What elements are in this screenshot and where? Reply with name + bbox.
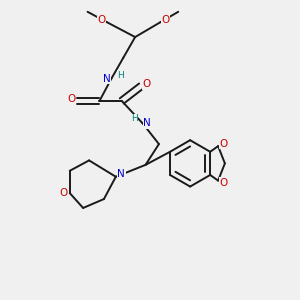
Text: N: N [103,74,111,84]
Text: O: O [98,15,106,25]
Text: O: O [67,94,75,104]
Text: O: O [162,15,170,25]
Text: H: H [131,114,138,123]
Text: N: N [143,118,151,128]
Text: H: H [118,70,124,80]
Text: O: O [59,188,67,198]
Text: O: O [219,139,228,149]
Text: O: O [219,178,228,188]
Text: N: N [117,169,125,179]
Text: O: O [142,79,151,89]
